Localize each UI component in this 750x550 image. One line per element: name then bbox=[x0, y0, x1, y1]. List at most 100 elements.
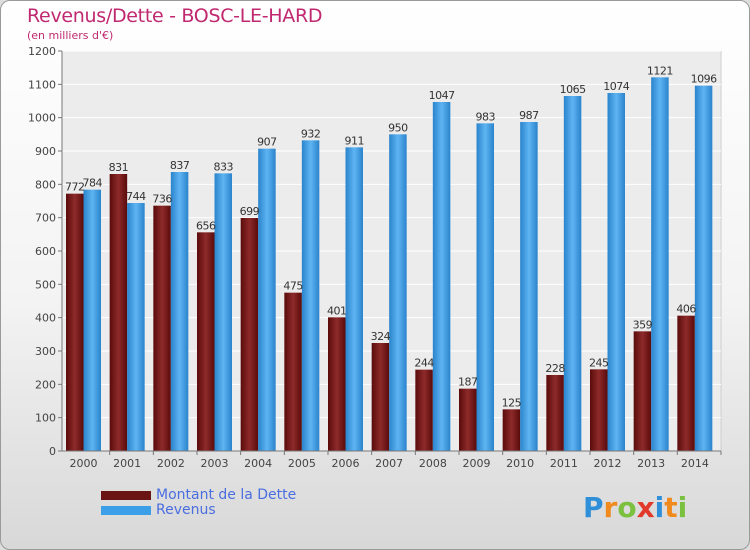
bar-debt bbox=[240, 218, 259, 451]
bar-debt bbox=[284, 292, 302, 451]
bar-revenus bbox=[476, 123, 494, 451]
data-label: 932 bbox=[301, 127, 321, 140]
y-tick-label: 200 bbox=[35, 378, 56, 391]
bar-debt bbox=[546, 375, 564, 451]
bar-revenus bbox=[694, 85, 713, 452]
data-label: 1047 bbox=[429, 89, 455, 102]
y-tick-label: 100 bbox=[35, 412, 56, 425]
bar-revenus bbox=[258, 148, 276, 451]
data-label: 475 bbox=[283, 280, 303, 293]
bar-debt bbox=[677, 315, 695, 451]
x-tick-label: 2008 bbox=[419, 457, 447, 470]
data-label: 699 bbox=[240, 205, 260, 218]
bar-revenus bbox=[563, 96, 582, 451]
data-label: 837 bbox=[170, 159, 190, 172]
legend-label-revenus: Revenus bbox=[156, 502, 216, 518]
data-label: 324 bbox=[371, 330, 391, 343]
x-tick-label: 2001 bbox=[113, 457, 141, 470]
x-tick-label: 2004 bbox=[244, 457, 272, 470]
data-label: 831 bbox=[109, 161, 129, 174]
bar-debt bbox=[197, 232, 215, 451]
logo-letter: r bbox=[603, 491, 618, 524]
bar-revenus bbox=[170, 172, 189, 451]
bar-debt bbox=[109, 174, 128, 451]
data-label: 744 bbox=[126, 190, 146, 203]
logo-letter: i bbox=[654, 491, 665, 524]
data-label: 1121 bbox=[647, 64, 673, 77]
bar-revenus bbox=[520, 122, 538, 451]
y-tick-label: 900 bbox=[35, 145, 56, 158]
data-label: 244 bbox=[414, 357, 434, 370]
y-tick-label: 1200 bbox=[28, 45, 56, 58]
data-label: 987 bbox=[519, 109, 539, 122]
data-label: 736 bbox=[152, 193, 172, 206]
bar-revenus bbox=[389, 134, 407, 452]
bar-debt bbox=[415, 369, 433, 451]
data-label: 1074 bbox=[603, 80, 629, 93]
y-tick-label: 1000 bbox=[28, 112, 56, 125]
x-tick-label: 2012 bbox=[594, 457, 622, 470]
logo-letter: i bbox=[677, 491, 688, 524]
bar-debt bbox=[66, 193, 84, 451]
data-label: 359 bbox=[633, 318, 653, 331]
bar-debt bbox=[633, 331, 652, 451]
data-label: 406 bbox=[676, 303, 696, 316]
bar-revenus bbox=[83, 189, 101, 451]
data-label: 784 bbox=[83, 177, 103, 190]
y-tick-label: 700 bbox=[35, 212, 56, 225]
bar-revenus bbox=[607, 93, 625, 451]
bar-revenus bbox=[127, 203, 145, 451]
chart-subtitle: (en milliers d'€) bbox=[27, 29, 114, 42]
data-label: 228 bbox=[545, 362, 565, 375]
data-label: 1096 bbox=[691, 73, 717, 86]
data-label: 187 bbox=[458, 376, 478, 389]
y-tick-label: 500 bbox=[35, 278, 56, 291]
x-tick-label: 2000 bbox=[70, 457, 98, 470]
bar-debt bbox=[590, 369, 608, 451]
bar-revenus bbox=[301, 140, 320, 452]
chart-title: Revenus/Dette - BOSC-LE-HARD bbox=[27, 5, 323, 27]
bar-revenus bbox=[345, 147, 363, 452]
data-label: 772 bbox=[65, 181, 85, 194]
x-tick-label: 2009 bbox=[463, 457, 491, 470]
y-tick-label: 400 bbox=[35, 312, 56, 325]
bar-debt bbox=[328, 317, 346, 451]
x-tick-label: 2006 bbox=[332, 457, 360, 470]
x-tick-label: 2003 bbox=[201, 457, 229, 470]
x-tick-label: 2014 bbox=[681, 457, 709, 470]
data-label: 983 bbox=[476, 110, 496, 123]
bar-debt bbox=[153, 205, 171, 451]
data-label: 907 bbox=[257, 136, 277, 149]
x-tick-label: 2010 bbox=[506, 457, 534, 470]
bar-debt bbox=[502, 409, 521, 451]
data-label: 833 bbox=[214, 160, 234, 173]
bar-debt bbox=[459, 388, 477, 451]
data-label: 1065 bbox=[560, 83, 586, 96]
proxiti-logo: Proxiti bbox=[583, 491, 687, 524]
bar-debt bbox=[371, 343, 390, 451]
y-tick-label: 600 bbox=[35, 245, 56, 258]
x-tick-label: 2005 bbox=[288, 457, 316, 470]
data-label: 245 bbox=[589, 356, 609, 369]
x-tick-label: 2007 bbox=[375, 457, 403, 470]
x-tick-label: 2011 bbox=[550, 457, 578, 470]
y-tick-label: 0 bbox=[49, 445, 56, 458]
y-tick-label: 1100 bbox=[28, 78, 56, 91]
logo-letter: x bbox=[636, 491, 655, 524]
y-tick-label: 800 bbox=[35, 178, 56, 191]
data-label: 950 bbox=[388, 121, 408, 134]
data-label: 125 bbox=[502, 396, 522, 409]
bar-revenus bbox=[214, 173, 232, 452]
x-tick-label: 2013 bbox=[637, 457, 665, 470]
data-label: 656 bbox=[196, 219, 216, 232]
y-tick-label: 300 bbox=[35, 345, 56, 358]
x-tick-label: 2002 bbox=[157, 457, 185, 470]
legend-label-debt: Montant de la Dette bbox=[156, 487, 297, 503]
data-label: 911 bbox=[345, 134, 365, 147]
logo-letter: P bbox=[583, 491, 604, 524]
data-label: 401 bbox=[327, 304, 347, 317]
legend-swatch-revenus bbox=[101, 506, 151, 515]
logo-letter: t bbox=[664, 491, 678, 524]
